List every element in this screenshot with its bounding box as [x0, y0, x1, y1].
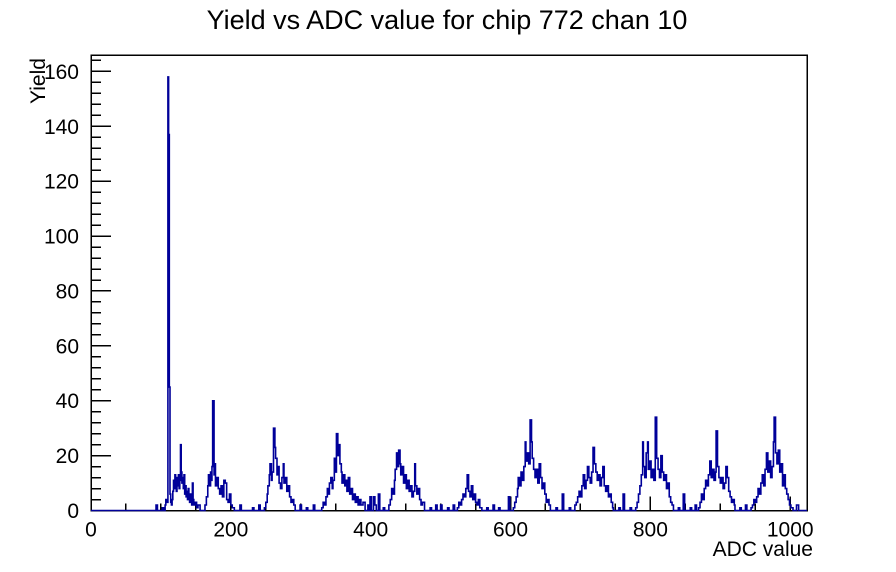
- x-tick-label: 600: [493, 519, 528, 542]
- tick-marks: [90, 59, 791, 512]
- chart-title: Yield vs ADC value for chip 772 chan 10: [207, 5, 688, 35]
- y-tick-label: 80: [56, 280, 79, 303]
- x-tick-label: 1000: [767, 519, 814, 542]
- y-tick-label: 0: [67, 500, 79, 523]
- y-tick-label: 100: [44, 226, 79, 249]
- x-tick-label: 200: [213, 519, 248, 542]
- x-axis-label: ADC value: [713, 538, 813, 561]
- y-axis-label: Yield: [27, 58, 50, 104]
- tick-labels: 0 200 400 600 800 1000 0 20 40 60 80 100 120 140 160: [44, 61, 814, 542]
- x-tick-label: 0: [85, 519, 97, 542]
- y-tick-label: 40: [56, 390, 79, 413]
- x-tick-label: 800: [633, 519, 668, 542]
- y-tick-label: 60: [56, 335, 79, 358]
- y-tick-label: 140: [44, 116, 79, 139]
- y-tick-label: 120: [44, 171, 79, 194]
- histogram-line: [91, 76, 807, 512]
- plot-frame: [90, 54, 808, 512]
- y-tick-label: 160: [44, 61, 79, 84]
- x-tick-label: 400: [353, 519, 388, 542]
- y-tick-label: 20: [56, 445, 79, 468]
